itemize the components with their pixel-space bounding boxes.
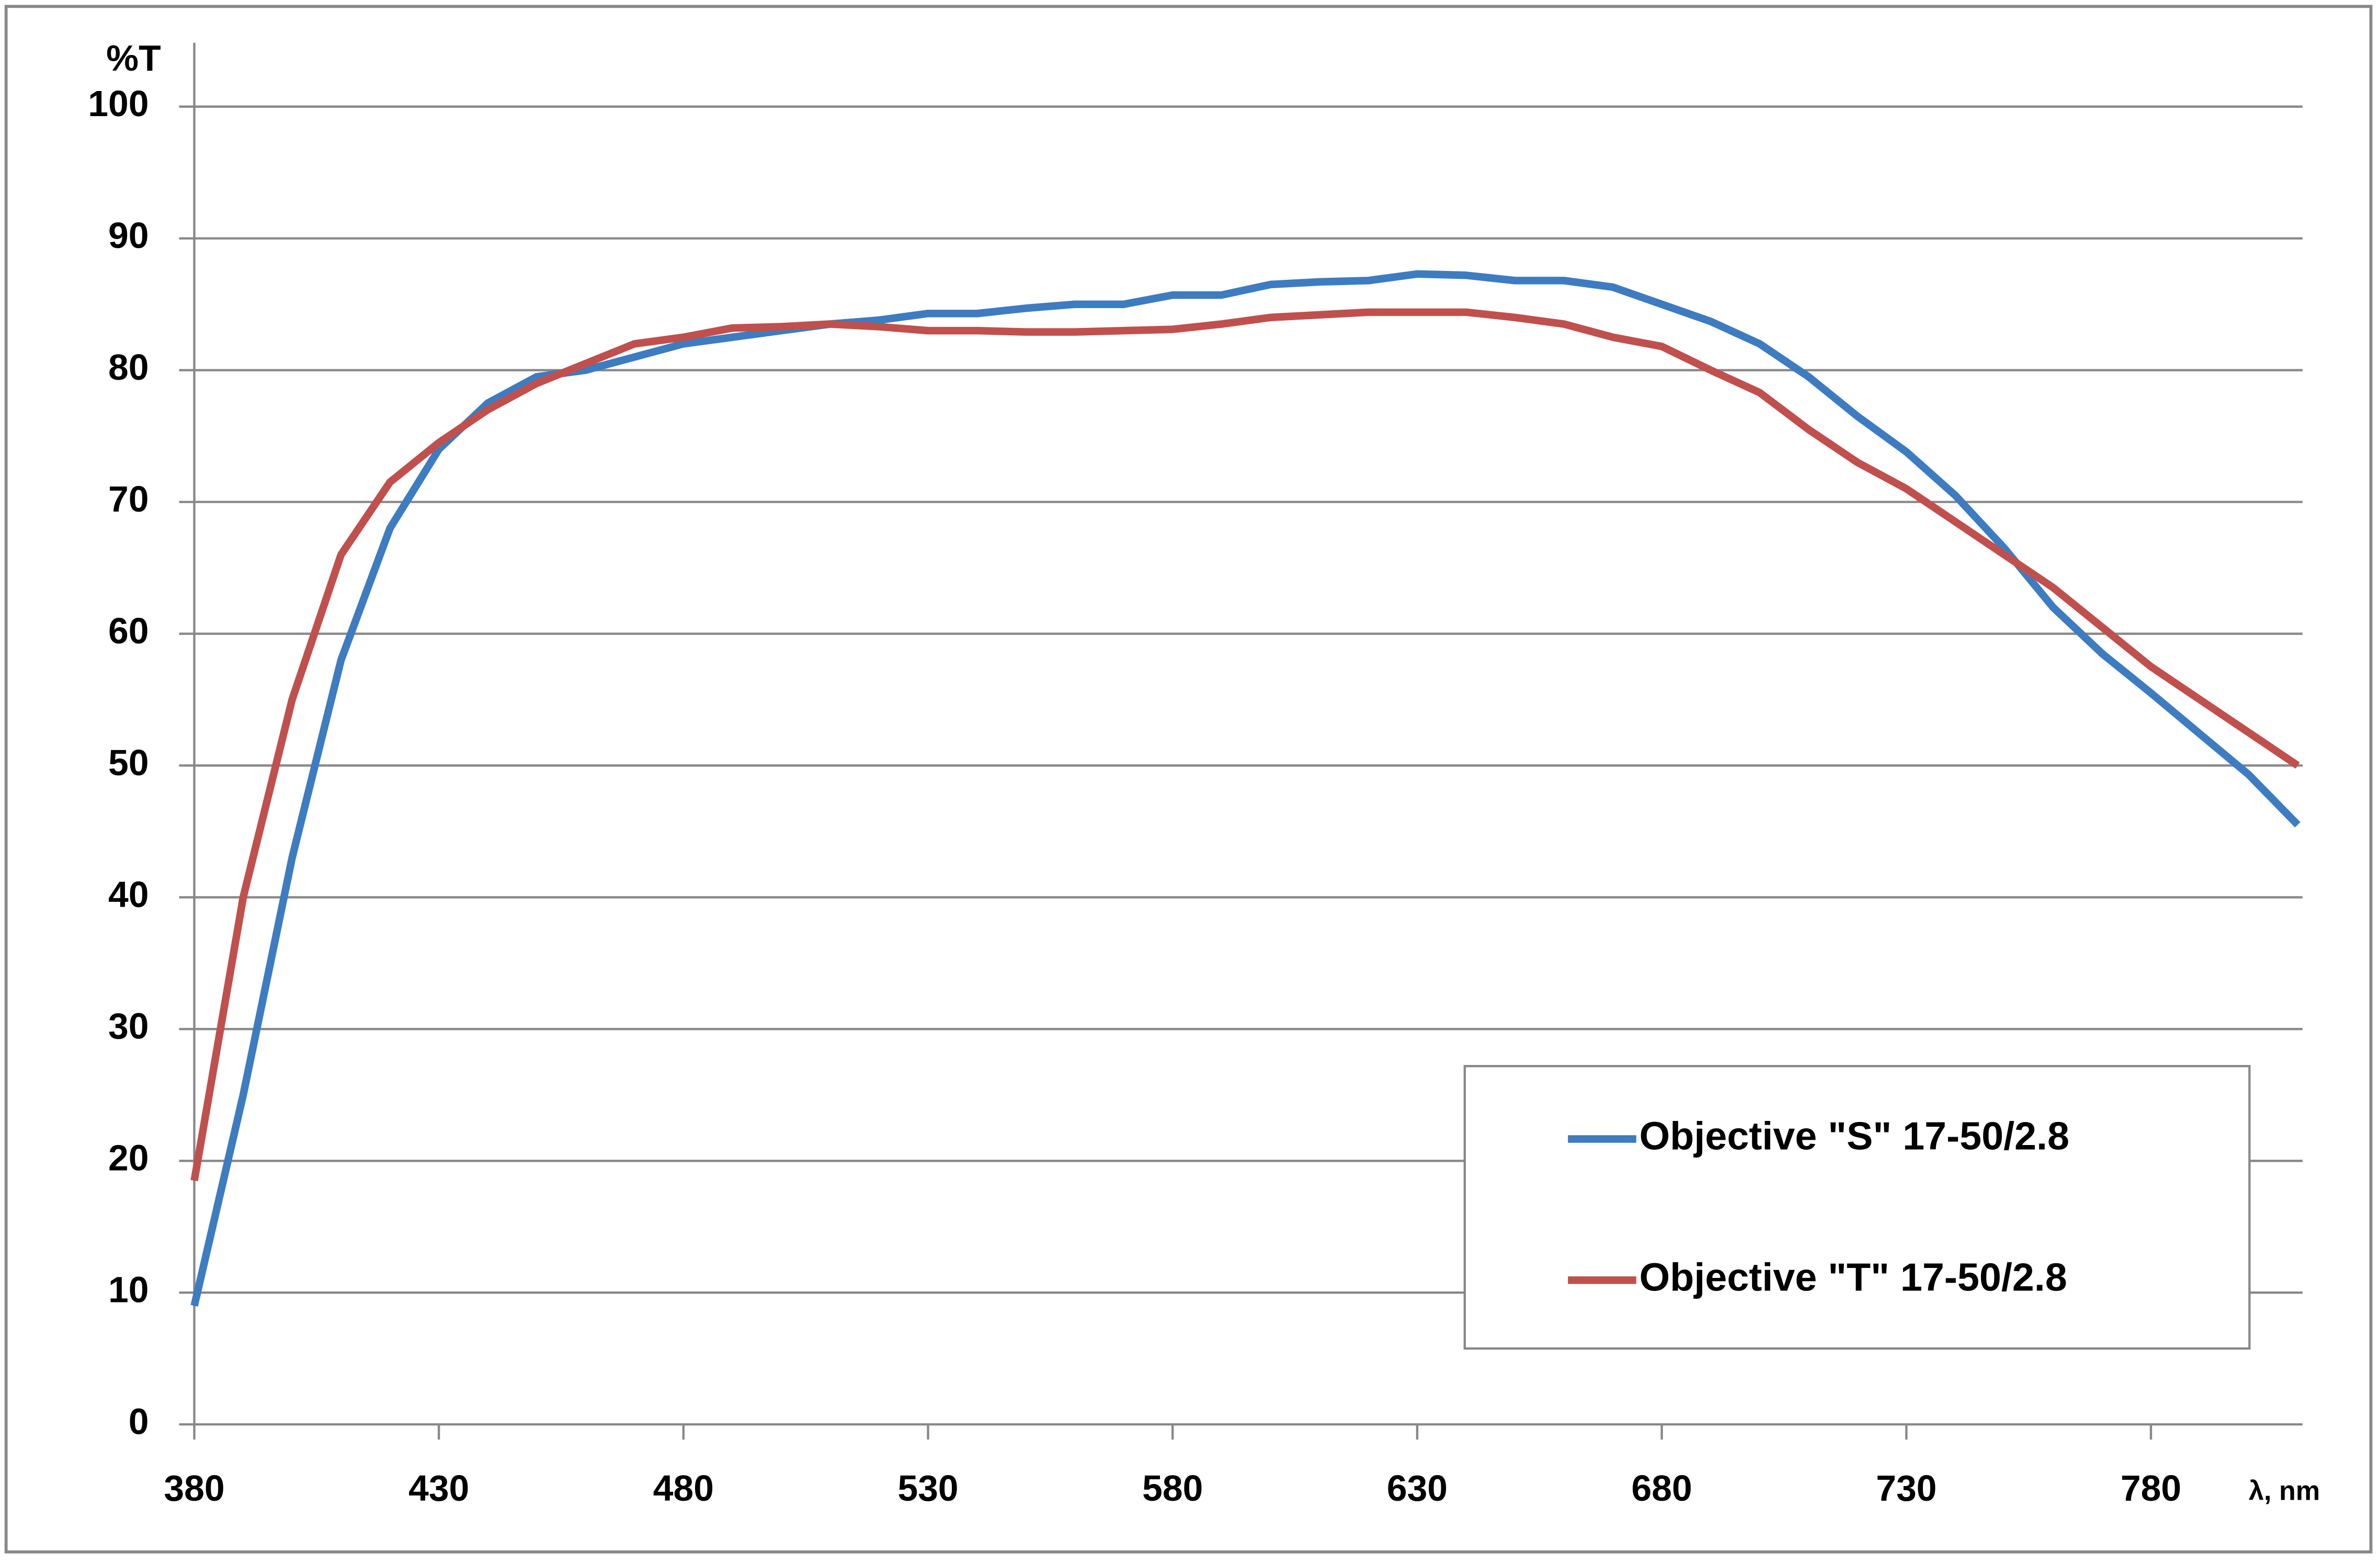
x-tick-label: 780	[2121, 1468, 2181, 1509]
x-tick-label: 680	[1632, 1468, 1692, 1509]
x-tick-label: 480	[653, 1468, 714, 1509]
x-tick-label: 730	[1876, 1468, 1937, 1509]
x-tick-label: 580	[1142, 1468, 1203, 1509]
series-line	[190, 308, 2300, 1182]
legend-box	[1463, 1064, 2251, 1350]
y-tick-label: 10	[108, 1270, 149, 1310]
y-tick-label: 70	[108, 479, 149, 519]
y-tick-label: 60	[108, 610, 149, 651]
legend-label: Objective "T" 17-50/2.8	[1639, 1255, 2067, 1299]
y-tick-label: 40	[108, 874, 149, 915]
y-tick-label: 30	[108, 1006, 149, 1047]
y-tick-label: 90	[108, 215, 149, 256]
y-axis-label: %T	[106, 38, 161, 78]
y-tick-label: 20	[108, 1138, 149, 1178]
y-tick-label: 0	[129, 1401, 149, 1442]
y-tick-label: 100	[88, 83, 149, 124]
x-tick-label: 430	[408, 1468, 469, 1509]
x-tick-label: 630	[1387, 1468, 1448, 1509]
x-axis-label: λ, nm	[2249, 1476, 2320, 1506]
x-tick-label: 380	[164, 1468, 224, 1509]
series-line	[190, 270, 2301, 1307]
y-tick-label: 80	[108, 347, 149, 388]
y-tick-label: 50	[108, 742, 149, 783]
legend-label: Objective "S" 17-50/2.8	[1639, 1114, 2069, 1158]
x-tick-label: 530	[897, 1468, 958, 1509]
